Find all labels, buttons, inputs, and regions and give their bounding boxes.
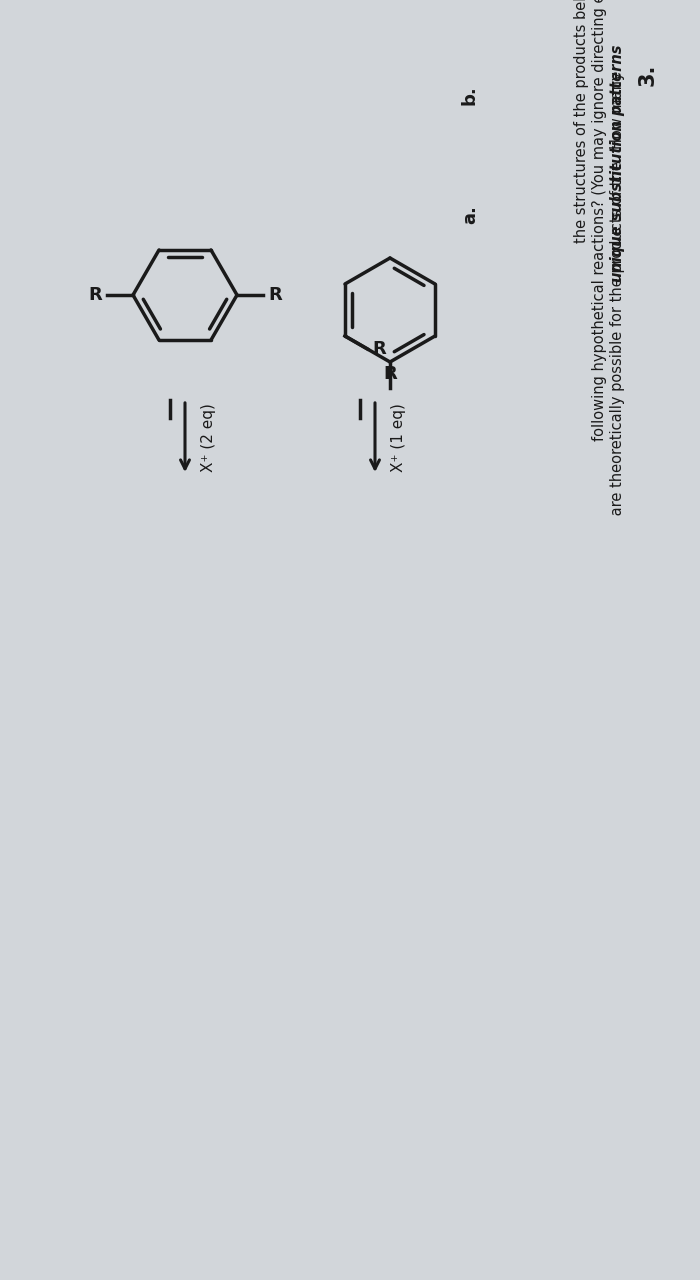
Text: are theoretically possible for the products of the: are theoretically possible for the produ…	[610, 161, 625, 521]
Text: R: R	[372, 340, 386, 358]
Text: R: R	[88, 285, 102, 303]
Text: 3.: 3.	[638, 64, 658, 86]
Text: unique substitution patterns: unique substitution patterns	[610, 45, 625, 282]
Text: R: R	[383, 365, 397, 383]
Text: X⁺ (2 eq): X⁺ (2 eq)	[201, 403, 216, 472]
Text: How many: How many	[610, 67, 625, 150]
Text: R: R	[268, 285, 282, 303]
Text: b.: b.	[461, 86, 479, 105]
Text: X⁺ (1 eq): X⁺ (1 eq)	[391, 403, 406, 472]
Text: the structures of the products below.: the structures of the products below.	[574, 0, 589, 243]
Text: following hypothetical reactions? (You may ignore directing effects for this que: following hypothetical reactions? (You m…	[592, 0, 607, 442]
Text: a.: a.	[461, 206, 479, 224]
